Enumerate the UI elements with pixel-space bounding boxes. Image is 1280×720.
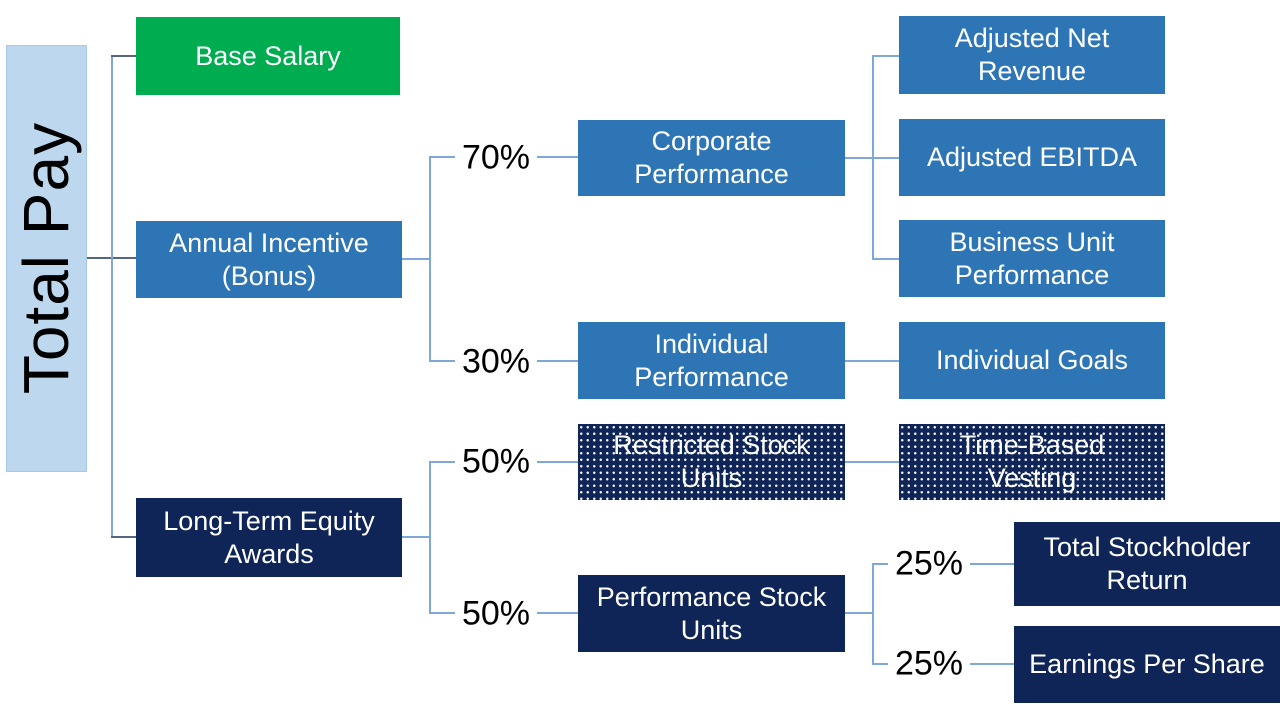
node-individual-performance: Individual Performance bbox=[578, 322, 845, 399]
node-label: Long-Term Equity Awards bbox=[163, 505, 375, 569]
weight-label-earnings-per-share: 25% bbox=[887, 644, 971, 684]
node-label: Individual Goals bbox=[935, 345, 1129, 376]
node-label: Business Unit Performance bbox=[949, 226, 1115, 290]
connector-line bbox=[429, 157, 431, 362]
connector-line bbox=[845, 461, 899, 463]
connector-line bbox=[845, 612, 873, 614]
node-earnings-per-share: Earnings Per Share bbox=[1014, 626, 1280, 703]
node-business-unit-performance: Business Unit Performance bbox=[899, 220, 1165, 297]
connector-line bbox=[111, 56, 113, 537]
node-label: Earnings Per Share bbox=[1029, 649, 1265, 680]
connector-line bbox=[872, 55, 899, 57]
connector-line bbox=[429, 461, 431, 614]
node-time-based-vesting: Time-Based Vesting bbox=[899, 424, 1165, 500]
node-label: Base Salary bbox=[195, 40, 341, 71]
node-restricted-stock-units: Restricted Stock Units bbox=[578, 424, 845, 500]
connector-line bbox=[402, 258, 430, 260]
node-label: Corporate Performance bbox=[634, 126, 789, 189]
node-label: Adjusted Net Revenue bbox=[954, 23, 1110, 86]
node-corporate-performance: Corporate Performance bbox=[578, 120, 845, 196]
node-adjusted-ebitda: Adjusted EBITDA bbox=[899, 119, 1165, 196]
node-label: Restricted Stock Units bbox=[613, 430, 810, 493]
node-total-stockholder-return: Total Stockholder Return bbox=[1014, 522, 1280, 606]
connector-line bbox=[402, 536, 430, 538]
node-label: Individual Performance bbox=[634, 328, 789, 392]
weight-label-restricted-stock-units: 50% bbox=[454, 442, 538, 482]
connector-line bbox=[872, 258, 899, 260]
connector-line bbox=[872, 563, 874, 664]
node-base-salary: Base Salary bbox=[136, 17, 400, 95]
connector-line bbox=[111, 536, 136, 538]
node-label: Adjusted EBITDA bbox=[926, 142, 1138, 173]
weight-label-corporate-performance: 70% bbox=[454, 138, 538, 178]
node-individual-goals: Individual Goals bbox=[899, 322, 1165, 399]
node-annual-incentive: Annual Incentive (Bonus) bbox=[136, 221, 402, 298]
connector-line bbox=[872, 55, 874, 259]
node-long-term-equity: Long-Term Equity Awards bbox=[136, 498, 402, 577]
weight-label-individual-performance: 30% bbox=[454, 342, 538, 382]
node-label: Performance Stock Units bbox=[596, 581, 827, 645]
node-label: Time-Based Vesting bbox=[959, 430, 1105, 493]
connector-line bbox=[111, 55, 136, 57]
node-total-pay: Total Pay bbox=[6, 45, 87, 472]
node-label: Total Stockholder Return bbox=[1043, 532, 1251, 595]
weight-label-performance-stock-units: 50% bbox=[454, 594, 538, 634]
connector-line bbox=[845, 360, 899, 362]
weight-label-total-stockholder-return: 25% bbox=[887, 544, 971, 584]
node-label: Total Pay bbox=[10, 122, 83, 395]
node-adjusted-net-revenue: Adjusted Net Revenue bbox=[899, 16, 1165, 94]
node-label: Annual Incentive (Bonus) bbox=[169, 227, 369, 291]
node-performance-stock-units: Performance Stock Units bbox=[578, 575, 845, 652]
